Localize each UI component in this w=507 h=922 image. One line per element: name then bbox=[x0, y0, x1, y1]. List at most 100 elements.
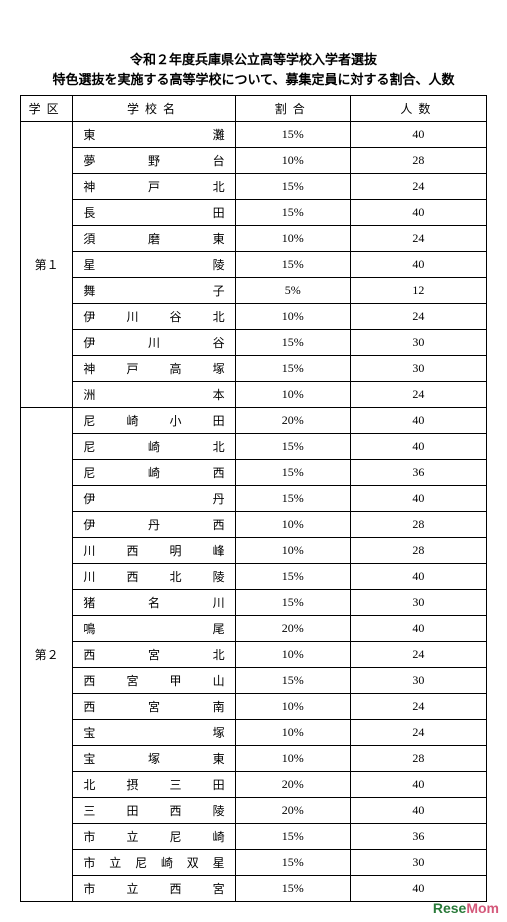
school-cell: 三田西陵 bbox=[73, 798, 235, 824]
school-cell: 伊丹 bbox=[73, 486, 235, 512]
school-cell: 伊川谷北 bbox=[73, 304, 235, 330]
header-ratio: 割合 bbox=[235, 96, 350, 122]
ratio-cell: 15% bbox=[235, 200, 350, 226]
count-cell: 30 bbox=[350, 850, 486, 876]
count-cell: 24 bbox=[350, 226, 486, 252]
count-cell: 28 bbox=[350, 512, 486, 538]
table-row: 洲本10%24 bbox=[21, 382, 487, 408]
table-row: 猪名川15%30 bbox=[21, 590, 487, 616]
ratio-cell: 15% bbox=[235, 850, 350, 876]
table-row: 伊丹15%40 bbox=[21, 486, 487, 512]
table-row: 尼崎北15%40 bbox=[21, 434, 487, 460]
ratio-cell: 15% bbox=[235, 564, 350, 590]
school-cell: 北摂三田 bbox=[73, 772, 235, 798]
table-row: 市立西宮15%40 bbox=[21, 876, 487, 902]
header-school: 学校名 bbox=[73, 96, 235, 122]
count-cell: 24 bbox=[350, 304, 486, 330]
ratio-cell: 5% bbox=[235, 278, 350, 304]
table-row: 市立尼崎15%36 bbox=[21, 824, 487, 850]
count-cell: 40 bbox=[350, 252, 486, 278]
district-cell: 第２ bbox=[21, 408, 73, 902]
ratio-cell: 15% bbox=[235, 668, 350, 694]
table-row: 神戸高塚15%30 bbox=[21, 356, 487, 382]
count-cell: 40 bbox=[350, 486, 486, 512]
count-cell: 24 bbox=[350, 720, 486, 746]
ratio-cell: 10% bbox=[235, 642, 350, 668]
table-row: 西宮南10%24 bbox=[21, 694, 487, 720]
ratio-cell: 15% bbox=[235, 434, 350, 460]
school-cell: 西宮北 bbox=[73, 642, 235, 668]
table-row: 第２尼崎小田20%40 bbox=[21, 408, 487, 434]
ratio-cell: 10% bbox=[235, 304, 350, 330]
ratio-cell: 15% bbox=[235, 590, 350, 616]
header-count: 人数 bbox=[350, 96, 486, 122]
school-cell: 川西明峰 bbox=[73, 538, 235, 564]
count-cell: 40 bbox=[350, 772, 486, 798]
school-cell: 洲本 bbox=[73, 382, 235, 408]
ratio-cell: 10% bbox=[235, 538, 350, 564]
school-cell: 市立尼崎 bbox=[73, 824, 235, 850]
count-cell: 24 bbox=[350, 642, 486, 668]
school-cell: 尼崎西 bbox=[73, 460, 235, 486]
ratio-cell: 10% bbox=[235, 694, 350, 720]
count-cell: 40 bbox=[350, 564, 486, 590]
school-cell: 市立西宮 bbox=[73, 876, 235, 902]
ratio-cell: 15% bbox=[235, 356, 350, 382]
table-row: 宝塚東10%28 bbox=[21, 746, 487, 772]
count-cell: 24 bbox=[350, 694, 486, 720]
school-cell: 猪名川 bbox=[73, 590, 235, 616]
table-row: 西宮北10%24 bbox=[21, 642, 487, 668]
ratio-cell: 15% bbox=[235, 174, 350, 200]
table-row: 伊川谷15%30 bbox=[21, 330, 487, 356]
ratio-cell: 20% bbox=[235, 772, 350, 798]
count-cell: 40 bbox=[350, 616, 486, 642]
table-row: 川西北陵15%40 bbox=[21, 564, 487, 590]
table-row: 星陵15%40 bbox=[21, 252, 487, 278]
count-cell: 24 bbox=[350, 174, 486, 200]
count-cell: 40 bbox=[350, 876, 486, 902]
school-cell: 長田 bbox=[73, 200, 235, 226]
ratio-cell: 10% bbox=[235, 226, 350, 252]
table-row: 長田15%40 bbox=[21, 200, 487, 226]
table-body: 第１東灘15%40夢野台10%28神戸北15%24長田15%40須磨東10%24… bbox=[21, 122, 487, 902]
school-cell: 宝塚 bbox=[73, 720, 235, 746]
title-line-2: 特色選抜を実施する高等学校について、募集定員に対する割合、人数 bbox=[20, 70, 487, 90]
count-cell: 40 bbox=[350, 200, 486, 226]
ratio-cell: 10% bbox=[235, 746, 350, 772]
count-cell: 40 bbox=[350, 798, 486, 824]
count-cell: 24 bbox=[350, 382, 486, 408]
count-cell: 36 bbox=[350, 824, 486, 850]
document-title: 令和２年度兵庫県公立高等学校入学者選抜 特色選抜を実施する高等学校について、募集… bbox=[20, 50, 487, 89]
table-row: 鳴尾20%40 bbox=[21, 616, 487, 642]
school-cell: 西宮南 bbox=[73, 694, 235, 720]
ratio-cell: 15% bbox=[235, 460, 350, 486]
table-row: 西宮甲山15%30 bbox=[21, 668, 487, 694]
watermark: ReseMom bbox=[433, 900, 499, 916]
table-row: 市立尼崎双星15%30 bbox=[21, 850, 487, 876]
table-row: 須磨東10%24 bbox=[21, 226, 487, 252]
school-cell: 宝塚東 bbox=[73, 746, 235, 772]
count-cell: 40 bbox=[350, 408, 486, 434]
school-cell: 鳴尾 bbox=[73, 616, 235, 642]
ratio-cell: 10% bbox=[235, 148, 350, 174]
title-line-1: 令和２年度兵庫県公立高等学校入学者選抜 bbox=[20, 50, 487, 70]
school-cell: 神戸北 bbox=[73, 174, 235, 200]
school-cell: 神戸高塚 bbox=[73, 356, 235, 382]
district-cell: 第１ bbox=[21, 122, 73, 408]
ratio-cell: 20% bbox=[235, 798, 350, 824]
count-cell: 28 bbox=[350, 148, 486, 174]
ratio-cell: 15% bbox=[235, 876, 350, 902]
count-cell: 30 bbox=[350, 668, 486, 694]
ratio-cell: 10% bbox=[235, 382, 350, 408]
table-row: 宝塚10%24 bbox=[21, 720, 487, 746]
table-row: 神戸北15%24 bbox=[21, 174, 487, 200]
table-row: 川西明峰10%28 bbox=[21, 538, 487, 564]
school-cell: 須磨東 bbox=[73, 226, 235, 252]
count-cell: 40 bbox=[350, 434, 486, 460]
count-cell: 36 bbox=[350, 460, 486, 486]
count-cell: 30 bbox=[350, 590, 486, 616]
school-cell: 星陵 bbox=[73, 252, 235, 278]
school-cell: 尼崎北 bbox=[73, 434, 235, 460]
ratio-cell: 15% bbox=[235, 330, 350, 356]
school-cell: 伊丹西 bbox=[73, 512, 235, 538]
